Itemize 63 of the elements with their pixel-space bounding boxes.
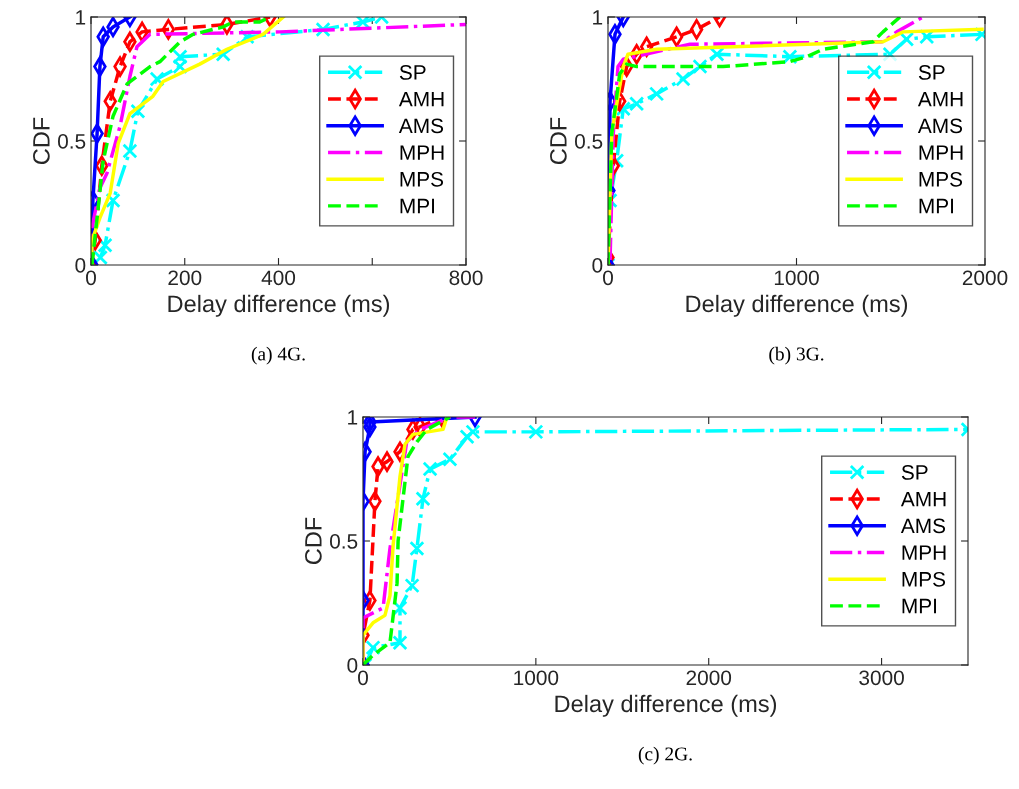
legend-label: MPS	[400, 171, 444, 187]
point	[92, 249, 109, 265]
point	[415, 491, 431, 507]
x-axis-title: Delay difference (ms)	[555, 694, 777, 717]
point	[404, 578, 420, 594]
y-tick-label: 0	[347, 658, 358, 673]
point	[172, 49, 188, 65]
legend-label: MPS	[919, 171, 963, 187]
x-tick-label: 2000	[962, 270, 1008, 286]
legend-label: MPI	[902, 598, 936, 614]
x-tick-label: 400	[261, 270, 296, 286]
y-tick-label: 0.5	[57, 134, 86, 149]
legend-label: AMH	[900, 491, 946, 507]
y-tick-label: 1	[593, 10, 603, 25]
point	[629, 96, 645, 112]
legend-label: MPS	[902, 571, 946, 587]
legend-label: MPI	[400, 198, 434, 214]
y-axis-title: CDF	[33, 117, 50, 165]
x-tick-label: 1000	[774, 270, 819, 286]
text: (c) 2G.	[638, 746, 692, 765]
y-axis-title: CDF	[305, 517, 322, 565]
legend-label: MPH	[902, 545, 946, 560]
point	[459, 429, 475, 445]
x-tick-label: 0	[358, 670, 368, 686]
x-tick-label: 0	[603, 270, 613, 286]
y-tick-label: 0	[592, 258, 603, 273]
text: (a) 4G.	[251, 346, 305, 365]
x-axis-title: Delay difference (ms)	[686, 294, 908, 317]
legend-label: MPH	[400, 145, 444, 160]
point	[528, 424, 544, 440]
y-tick-label: 0.5	[574, 134, 603, 149]
x-tick-label: 1000	[514, 670, 559, 686]
point	[122, 143, 138, 159]
point	[648, 86, 665, 102]
y-axis-title: CDF	[550, 117, 567, 165]
point	[422, 461, 438, 477]
y-tick-label: 0.5	[329, 534, 358, 549]
point	[365, 640, 381, 656]
point	[675, 71, 691, 87]
legend-label: SP	[399, 65, 426, 80]
text: (b) 3G.	[769, 346, 824, 365]
legend-label: AMS	[900, 518, 946, 534]
y-tick-label: 1	[76, 10, 86, 25]
legend-label: SP	[901, 465, 928, 480]
x-axis-title: Delay difference (ms)	[168, 294, 390, 317]
x-tick-label: 2000	[686, 670, 732, 686]
x-tick-label: 800	[449, 270, 483, 286]
x-tick-label: 3000	[859, 670, 904, 686]
legend-label: AMH	[398, 91, 444, 107]
x-tick-label: 200	[168, 270, 202, 286]
legend-label: MPI	[919, 198, 953, 214]
point	[689, 19, 704, 40]
legend-label: AMS	[917, 118, 963, 134]
x-tick-label: 0	[86, 270, 96, 286]
legend-label: SP	[918, 65, 945, 80]
point	[392, 635, 408, 651]
legend-label: MPH	[919, 145, 963, 160]
point	[409, 540, 425, 557]
point	[442, 451, 458, 467]
legend-label: AMH	[917, 91, 963, 107]
legend-label: AMS	[398, 118, 444, 134]
y-tick-label: 0	[75, 258, 86, 273]
y-tick-label: 1	[348, 410, 358, 425]
